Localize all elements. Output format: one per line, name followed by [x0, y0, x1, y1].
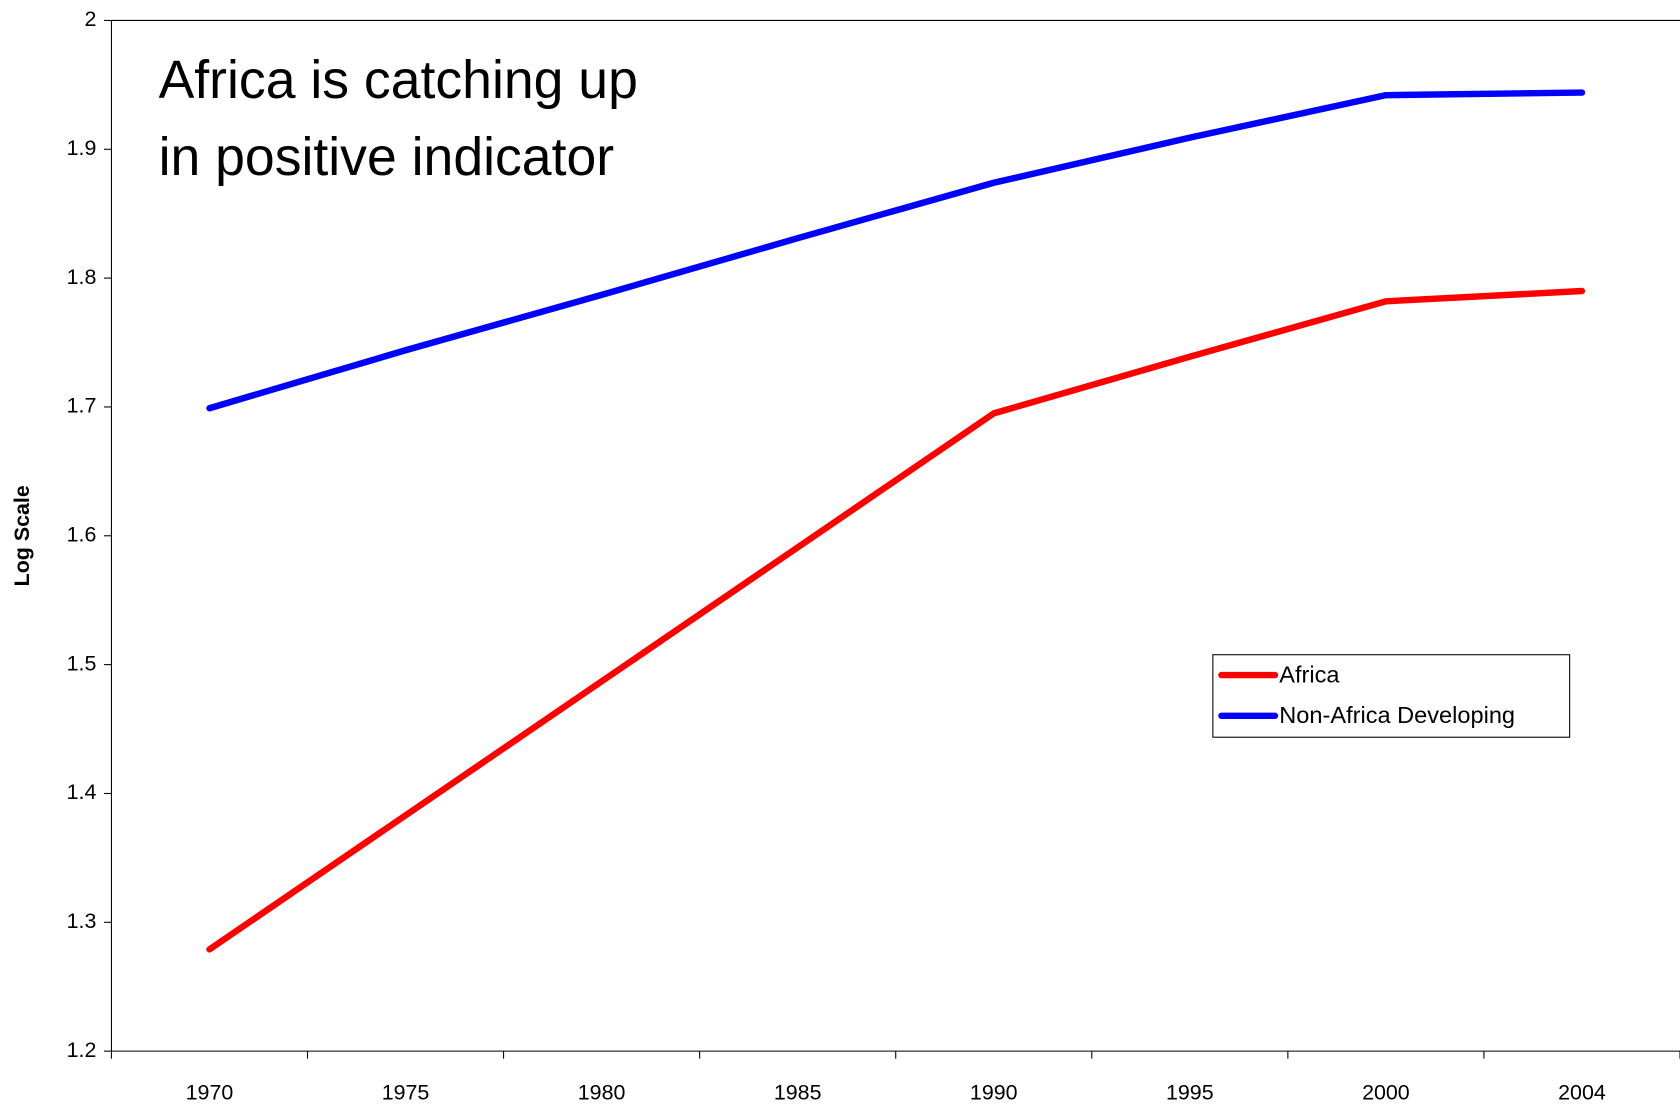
x-tick-label: 1980: [578, 1081, 626, 1105]
x-tick-label: 2000: [1362, 1081, 1410, 1105]
y-tick-label: 1.6: [67, 522, 97, 546]
x-tick-label: 1975: [382, 1081, 430, 1105]
series-line: [206, 287, 1586, 953]
y-tick-label: 1.2: [67, 1038, 97, 1062]
annotation: Africa is catching up: [159, 51, 638, 110]
y-tick-label: 1.9: [67, 136, 97, 160]
x-tick-label: 1970: [186, 1081, 234, 1105]
y-tick-label: 1.5: [67, 651, 97, 675]
x-tick-label: 2004: [1558, 1081, 1606, 1105]
legend-label: Africa: [1279, 661, 1340, 687]
legend-label: Non-Africa Developing: [1279, 702, 1515, 728]
annotation: in positive indicator: [159, 128, 615, 187]
y-tick-label: 2: [85, 7, 97, 31]
y-tick-label: 1.4: [67, 780, 97, 804]
y-tick-label: 1.3: [67, 909, 97, 933]
x-tick-label: 1995: [1166, 1081, 1214, 1105]
x-tick-label: 1985: [774, 1081, 822, 1105]
x-tick-label: 1990: [970, 1081, 1018, 1105]
legend-box: [1212, 654, 1571, 738]
series-line: [206, 89, 1586, 412]
y-tick-label: 1.8: [67, 265, 97, 289]
y-axis-label: Log Scale: [10, 485, 34, 586]
y-tick-label: 1.7: [67, 394, 97, 418]
